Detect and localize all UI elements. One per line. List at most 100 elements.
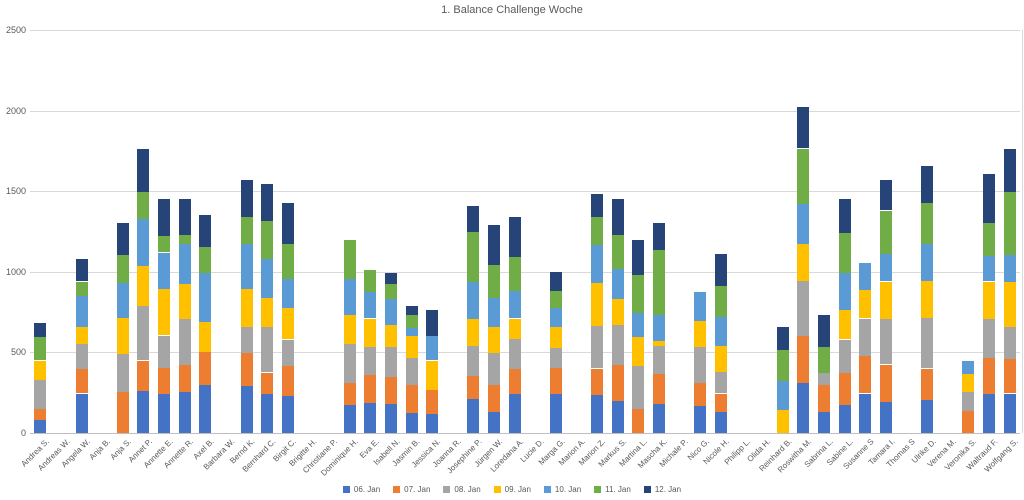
bar-segment (879, 179, 892, 211)
bar-segment (632, 337, 645, 367)
bar-segment (714, 254, 727, 287)
bar-segment (137, 266, 150, 306)
bar-segment (818, 384, 831, 412)
bar-segment (921, 244, 934, 281)
y-tick-label: 1500 (5, 186, 26, 197)
bar-segment (611, 400, 624, 433)
bar-segment (838, 339, 851, 373)
bar-segment (983, 281, 996, 319)
bar-segment (75, 393, 88, 433)
legend-label: 06. Jan (353, 485, 381, 494)
bar-segment (405, 358, 418, 385)
gridline (30, 271, 1020, 273)
bar-segment (137, 149, 150, 192)
bar-segment (694, 383, 707, 407)
bar-segment (983, 318, 996, 358)
bar-segment (343, 383, 356, 405)
bar-segment (261, 258, 274, 298)
bar-segment (240, 288, 253, 327)
bar-segment (653, 404, 666, 433)
bar-segment (818, 412, 831, 433)
bar-segment (488, 264, 501, 298)
bar-segment (34, 323, 47, 338)
bar-segment (921, 368, 934, 400)
bar-segment (467, 282, 480, 319)
bar-segment (281, 279, 294, 309)
bar-segment (178, 318, 191, 366)
bar-segment (879, 281, 892, 319)
bar-segment (653, 222, 666, 250)
bar-segment (1003, 254, 1016, 283)
bar-segment (797, 148, 810, 205)
bar-segment (405, 336, 418, 359)
bar-segment (694, 321, 707, 347)
bar-segment (34, 379, 47, 409)
bar-segment (549, 347, 562, 368)
bar-segment (467, 318, 480, 346)
y-tick-label: 0 (20, 428, 26, 438)
bar-segment (364, 346, 377, 375)
bar-segment (488, 297, 501, 328)
bar-segment (158, 199, 171, 237)
bar-segment (178, 391, 191, 433)
bar-segment (838, 272, 851, 310)
bar-segment (962, 360, 975, 375)
bar-segment (508, 394, 521, 433)
bar-segment (879, 364, 892, 403)
bar-segment (281, 339, 294, 367)
bar-segment (240, 217, 253, 245)
bar-segment (199, 384, 212, 433)
bar-segment (611, 234, 624, 269)
bar-segment (591, 217, 604, 246)
bar-segment (467, 375, 480, 400)
bar-segment (75, 344, 88, 370)
bar-segment (158, 367, 171, 395)
bar-segment (467, 346, 480, 376)
bar-segment (632, 275, 645, 313)
bar-segment (1003, 192, 1016, 255)
bar-segment (137, 391, 150, 433)
bar-segment (838, 404, 851, 433)
bar-segment (591, 395, 604, 433)
bar-segment (983, 255, 996, 282)
bar-segment (859, 262, 872, 291)
bar-segment (199, 214, 212, 247)
bar-segment (405, 328, 418, 337)
bar-segment (838, 309, 851, 340)
bar-segment (405, 384, 418, 413)
bar-segment (1003, 282, 1016, 327)
bar-segment (488, 384, 501, 412)
bar-segment (384, 299, 397, 325)
bar-segment (137, 218, 150, 267)
bar-segment (508, 217, 521, 257)
bar-segment (34, 408, 47, 421)
bar-segment (384, 376, 397, 404)
bar-segment (591, 193, 604, 217)
bar-segment (467, 205, 480, 233)
bar-segment (879, 402, 892, 433)
bar-segment (116, 391, 129, 433)
bar-segment (384, 346, 397, 377)
bar-segment (384, 404, 397, 433)
legend-label: 09. Jan (504, 485, 531, 494)
bar-segment (714, 346, 727, 372)
bar-segment (1003, 358, 1016, 394)
y-tick-label: 2000 (5, 105, 26, 116)
bar-segment (591, 325, 604, 369)
bar-segment (116, 254, 129, 284)
bar-segment (281, 366, 294, 396)
bar-segment (364, 318, 377, 347)
bar-segment (75, 326, 88, 345)
bar-segment (653, 341, 666, 346)
bar-segment (859, 290, 872, 319)
bar-segment (879, 210, 892, 254)
y-tick-label: 2500 (5, 25, 26, 35)
legend-item: 10. Jan (543, 485, 581, 494)
bar-segment (199, 321, 212, 353)
bar-segment (508, 318, 521, 339)
legend-swatch-icon (594, 486, 602, 493)
bar-segment (281, 203, 294, 245)
bar-segment (611, 365, 624, 401)
bar-segment (921, 317, 934, 369)
